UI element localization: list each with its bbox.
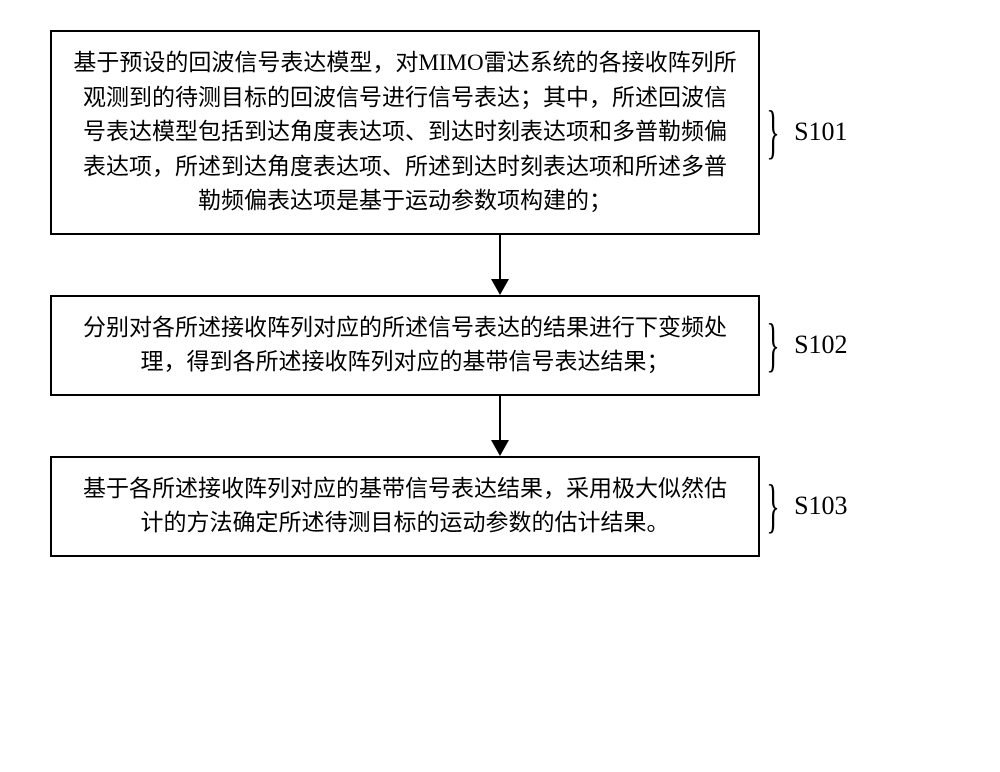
step-box-s102: 分别对各所述接收阵列对应的所述信号表达的结果进行下变频处理，得到各所述接收阵列对… xyxy=(50,295,760,396)
step-text: 基于预设的回波信号表达模型，对MIMO雷达系统的各接收阵列所观测到的待测目标的回… xyxy=(73,50,736,213)
step-label-wrap-1: } S101 xyxy=(760,109,848,155)
step-row-1: 基于预设的回波信号表达模型，对MIMO雷达系统的各接收阵列所观测到的待测目标的回… xyxy=(50,30,950,235)
step-label-wrap-2: } S102 xyxy=(760,322,848,368)
arrow-head-icon xyxy=(491,440,509,456)
step-label-s101: S101 xyxy=(794,117,847,147)
bracket-icon: } xyxy=(766,315,779,375)
arrow-head-icon xyxy=(491,279,509,295)
step-label-wrap-3: } S103 xyxy=(760,483,848,529)
bracket-icon: } xyxy=(766,476,779,536)
flowchart-container: 基于预设的回波信号表达模型，对MIMO雷达系统的各接收阵列所观测到的待测目标的回… xyxy=(50,30,950,557)
step-box-s103: 基于各所述接收阵列对应的基带信号表达结果，采用极大似然估计的方法确定所述待测目标… xyxy=(50,456,760,557)
arrow-line xyxy=(499,396,502,440)
arrow-connector-1 xyxy=(145,235,855,295)
step-text: 基于各所述接收阵列对应的基带信号表达结果，采用极大似然估计的方法确定所述待测目标… xyxy=(83,476,727,536)
step-text: 分别对各所述接收阵列对应的所述信号表达的结果进行下变频处理，得到各所述接收阵列对… xyxy=(83,315,727,375)
step-box-s101: 基于预设的回波信号表达模型，对MIMO雷达系统的各接收阵列所观测到的待测目标的回… xyxy=(50,30,760,235)
step-row-3: 基于各所述接收阵列对应的基带信号表达结果，采用极大似然估计的方法确定所述待测目标… xyxy=(50,456,950,557)
step-label-s102: S102 xyxy=(794,330,847,360)
step-label-s103: S103 xyxy=(794,491,847,521)
arrow-connector-2 xyxy=(145,396,855,456)
arrow-line xyxy=(499,235,502,279)
step-row-2: 分别对各所述接收阵列对应的所述信号表达的结果进行下变频处理，得到各所述接收阵列对… xyxy=(50,295,950,396)
bracket-icon: } xyxy=(766,102,779,162)
